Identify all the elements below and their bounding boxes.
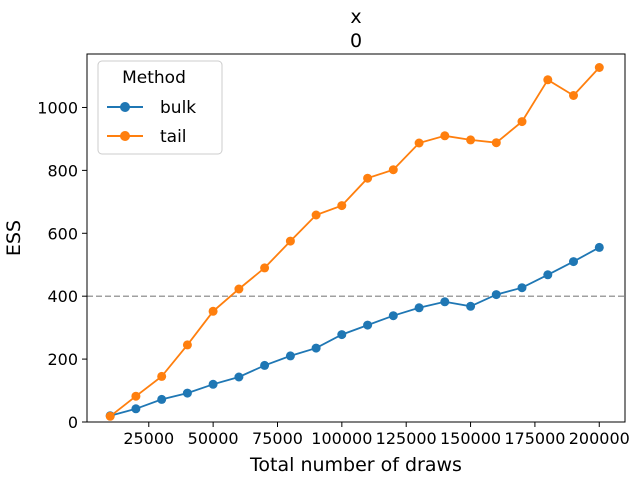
data-point-tail [260,263,270,273]
data-point-bulk [285,351,295,361]
y-tick-label: 600 [47,224,78,243]
data-point-tail [157,371,167,381]
series-layer [105,63,604,421]
data-point-bulk [337,330,347,340]
series-line-bulk [109,246,600,417]
data-point-tail [363,173,373,183]
data-point-bulk [260,360,270,370]
data-point-bulk [466,301,476,311]
x-tick-label: 175000 [504,429,565,448]
chart-title-line-1: x [350,6,361,28]
x-tick-label: 100000 [311,429,372,448]
data-point-tail [285,236,295,246]
x-tick-label: 25000 [123,429,174,448]
data-point-tail [594,63,604,72]
y-tick-label: 200 [47,350,78,369]
data-point-tail [131,391,141,401]
data-point-tail [466,135,476,145]
x-tick-label: 150000 [440,429,501,448]
data-point-bulk [517,283,527,293]
series-line-tail [109,66,600,418]
legend-bulk-marker [120,102,130,112]
x-ticks: 25000 50000 75000 100000 125000 150000 175000 2… [123,422,630,448]
x-tick-label: 50000 [188,429,239,448]
y-tick-label: 400 [47,287,78,306]
data-point-bulk [182,388,192,398]
data-point-bulk [491,290,501,300]
data-point-tail [234,284,244,294]
legend-bulk-label: bulk [160,98,196,118]
x-tick-label: 200000 [569,429,630,448]
data-point-bulk [594,242,604,252]
plot-frame [86,53,626,423]
data-point-tail [414,138,424,148]
data-point-tail [337,201,347,211]
x-axis-label: Total number of draws [249,454,462,476]
data-point-bulk [569,257,578,267]
data-point-tail [491,138,501,148]
data-point-bulk [234,372,244,382]
data-point-tail [517,117,527,127]
data-point-tail [440,131,450,141]
data-point-tail [569,91,578,100]
legend-box [97,60,223,155]
data-point-bulk [311,343,321,353]
chart-title-line-2: 0 [350,30,362,52]
data-point-bulk [388,311,398,321]
data-point-tail [388,165,398,175]
y-tick-label: 1000 [37,98,78,117]
y-tick-label: 0 [68,413,78,432]
data-point-tail [182,340,192,350]
legend: Method bulk tail [97,60,223,155]
data-point-tail [105,411,115,421]
y-tick-label: 800 [47,161,78,180]
data-point-bulk [543,270,553,280]
y-ticks: 0 200 400 600 800 1000 [37,98,87,432]
data-point-bulk [208,379,218,389]
y-axis-label: ESS [3,220,25,256]
data-point-tail [208,306,218,316]
data-point-tail [543,75,553,85]
legend-tail-marker [120,131,130,141]
legend-tail-label: tail [160,127,187,147]
legend-title: Method [122,68,186,88]
x-tick-label: 125000 [376,429,437,448]
data-point-bulk [131,404,141,414]
data-point-bulk [414,303,424,313]
data-point-bulk [363,320,373,330]
x-tick-label: 75000 [252,429,303,448]
data-point-bulk [157,394,167,404]
data-point-tail [311,210,321,220]
data-point-bulk [440,297,450,307]
